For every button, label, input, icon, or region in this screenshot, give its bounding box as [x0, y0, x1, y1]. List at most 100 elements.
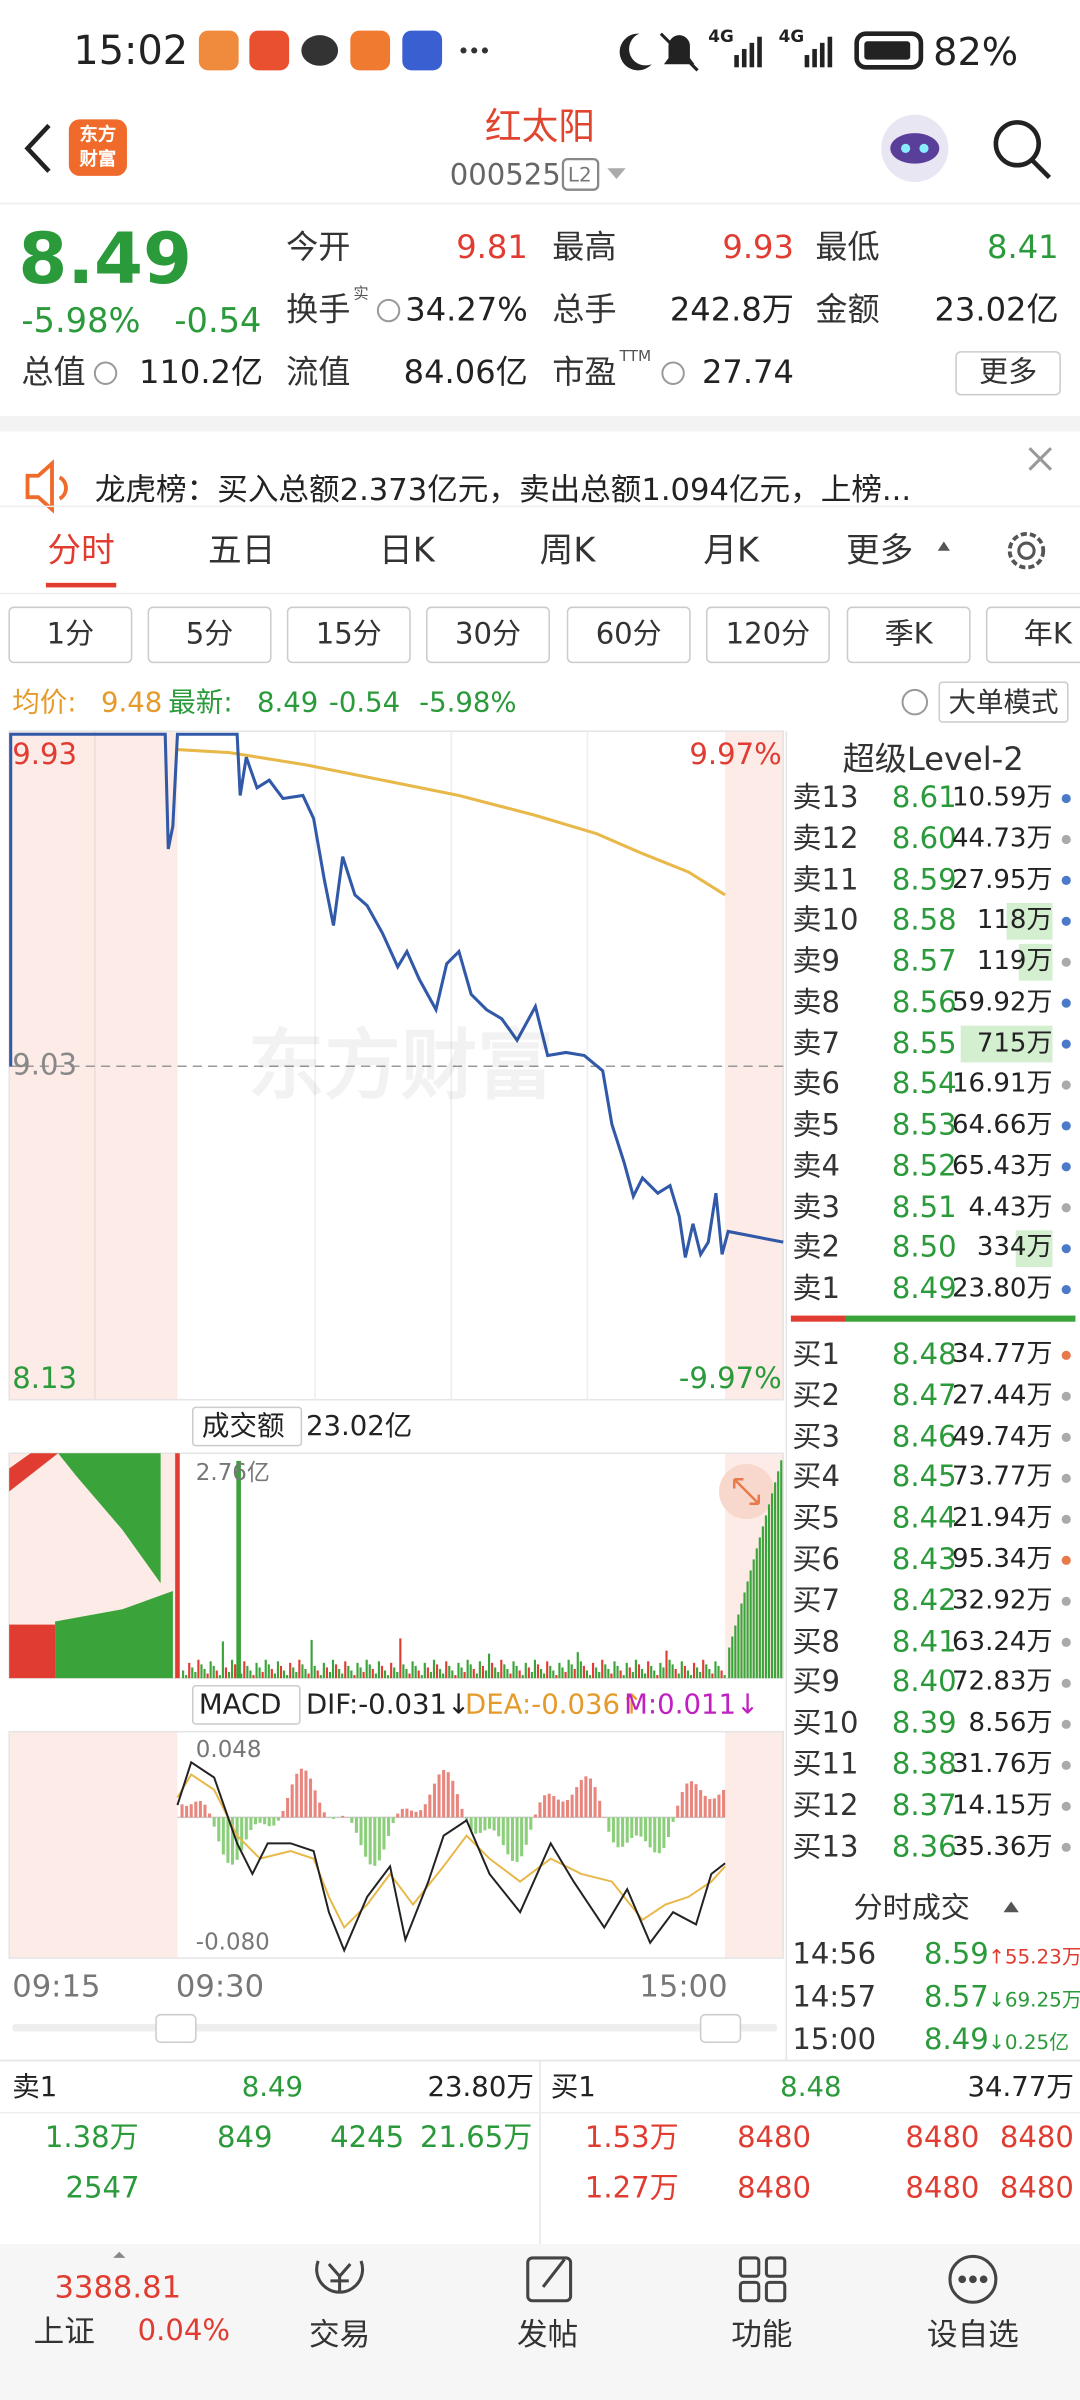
network-label: 4G [708, 26, 734, 47]
tab[interactable]: 月K [703, 532, 760, 571]
more-button[interactable]: 更多 [979, 355, 1038, 390]
period-box[interactable] [846, 606, 971, 664]
order-level: 卖12 [792, 821, 859, 856]
period-box[interactable] [8, 606, 133, 664]
macd-frame [8, 1685, 784, 1959]
trades-title[interactable]: 分时成交 [853, 1891, 970, 1926]
order-price: 8.43 [891, 1542, 957, 1577]
period-box[interactable] [566, 606, 691, 664]
order-level: 卖1 [792, 1271, 840, 1306]
notice-text[interactable]: 龙虎榜：买入总额2.373亿元，卖出总额1.094亿元，上榜... [94, 471, 912, 508]
buy-order: 8480 [737, 2120, 812, 2155]
order-volume: 32.92万 [952, 1585, 1053, 1616]
buy-price: 8.48 [780, 2071, 842, 2104]
scrollbar [12, 2013, 778, 2043]
nav-item[interactable]: 发帖 [517, 2316, 579, 2353]
order-volume: 31.76万 [952, 1749, 1053, 1780]
nav-item[interactable]: 功能 [731, 2316, 793, 2353]
nav-item[interactable]: 交易 [309, 2316, 371, 2353]
trade-price: 8.59 [923, 1937, 989, 1972]
period-box[interactable] [426, 606, 550, 664]
change-amount: -0.54 [174, 302, 262, 342]
trade-volume: ↓69.25万 [988, 1989, 1080, 2013]
index-percent[interactable]: 0.04% [137, 2313, 231, 2348]
trade-time: 14:56 [792, 1937, 877, 1972]
order-volume: 64.66万 [952, 1109, 1053, 1141]
change-percent: -5.98% [21, 302, 141, 342]
order-volume: 49.74万 [952, 1421, 1053, 1452]
order-volume: 10.59万 [952, 782, 1053, 814]
order-volume: 27.95万 [952, 864, 1053, 895]
order-price: 8.37 [891, 1788, 957, 1823]
order-price: 8.40 [891, 1665, 957, 1700]
field-label: 市盈 [552, 354, 617, 391]
period-button[interactable]: 120分 [725, 617, 811, 651]
period-button[interactable]: 5分 [185, 617, 234, 651]
order-volume: 95.34万 [952, 1544, 1053, 1575]
avg-label: 均价: [12, 686, 77, 719]
trade-volume: ↑55.23万 [988, 1946, 1080, 1970]
trade-price: 8.57 [923, 1980, 989, 2014]
price-chart [8, 730, 784, 1401]
logo-text: 财富 [79, 148, 117, 170]
order-level: 卖8 [792, 985, 840, 1020]
period-button[interactable]: 60分 [595, 617, 662, 651]
period-boxes [8, 606, 1080, 664]
macd-axis-label: 0.048 [195, 1735, 262, 1764]
buy-order: 8480 [999, 2120, 1074, 2155]
volume-frame [8, 1406, 784, 1679]
period-box[interactable] [705, 606, 830, 664]
order-level: 买12 [792, 1788, 859, 1823]
tab[interactable]: 分时 [47, 532, 115, 571]
order-level: 卖10 [792, 903, 859, 938]
period-button[interactable]: 年K [1023, 617, 1072, 651]
tab[interactable]: 日K [379, 532, 435, 571]
order-volume: 63.24万 [952, 1626, 1053, 1657]
volume-indicator[interactable]: 成交额 [201, 1410, 285, 1443]
field-value: 84.06亿 [403, 354, 528, 391]
tab[interactable]: 周K [539, 532, 596, 571]
order-price: 8.39 [891, 1706, 957, 1741]
latest-label: 最新: [168, 686, 233, 719]
buy-label: 买1 [550, 2071, 596, 2104]
order-price: 8.44 [891, 1501, 957, 1536]
period-box[interactable] [985, 606, 1080, 664]
period-button[interactable]: 季K [884, 617, 933, 651]
period-box[interactable] [286, 606, 411, 664]
price-axis-label: 9.03 [12, 1048, 77, 1083]
macd-m: M:0.011↓ [624, 1688, 760, 1721]
period-button[interactable]: 30分 [454, 617, 522, 651]
tab[interactable]: 五日 [208, 532, 276, 571]
macd-indicator[interactable]: MACD [198, 1688, 282, 1721]
period-button[interactable]: 1分 [46, 617, 95, 651]
speaker-icon [25, 459, 68, 514]
tab[interactable]: 更多 [845, 532, 914, 571]
index-value[interactable]: 3388.81 [54, 2268, 182, 2306]
order-price: 8.57 [891, 944, 957, 979]
order-price: 8.36 [891, 1829, 957, 1864]
order-volume: 4.43万 [968, 1191, 1053, 1223]
index-name[interactable]: 上证 [33, 2312, 95, 2350]
field-superscript: TTM [619, 348, 652, 366]
trade-time: 14:57 [792, 1980, 877, 2014]
order-level: 买2 [792, 1378, 840, 1413]
level-badge: L2 [567, 164, 592, 188]
status-icons [198, 30, 924, 72]
nav-item[interactable]: 设自选 [927, 2316, 1019, 2353]
order-volume: 334万 [976, 1232, 1053, 1264]
network-label: 4G [778, 26, 805, 47]
period-box[interactable] [147, 606, 272, 664]
field-value: 9.93 [722, 228, 794, 266]
period-button[interactable]: 15分 [315, 617, 382, 651]
avg-price: 9.48 [100, 686, 163, 719]
order-volume: 119万 [976, 946, 1053, 977]
header-icons [24, 114, 1052, 191]
field-value: 110.2亿 [139, 354, 264, 391]
mode-button[interactable]: 大单模式 [948, 686, 1059, 719]
order-price: 8.58 [891, 903, 957, 938]
order-level: 买13 [792, 1829, 859, 1864]
order-level: 买10 [792, 1706, 859, 1741]
order-level: 买5 [792, 1501, 840, 1536]
order-level: 卖5 [792, 1108, 840, 1142]
order-price: 8.38 [891, 1747, 957, 1782]
